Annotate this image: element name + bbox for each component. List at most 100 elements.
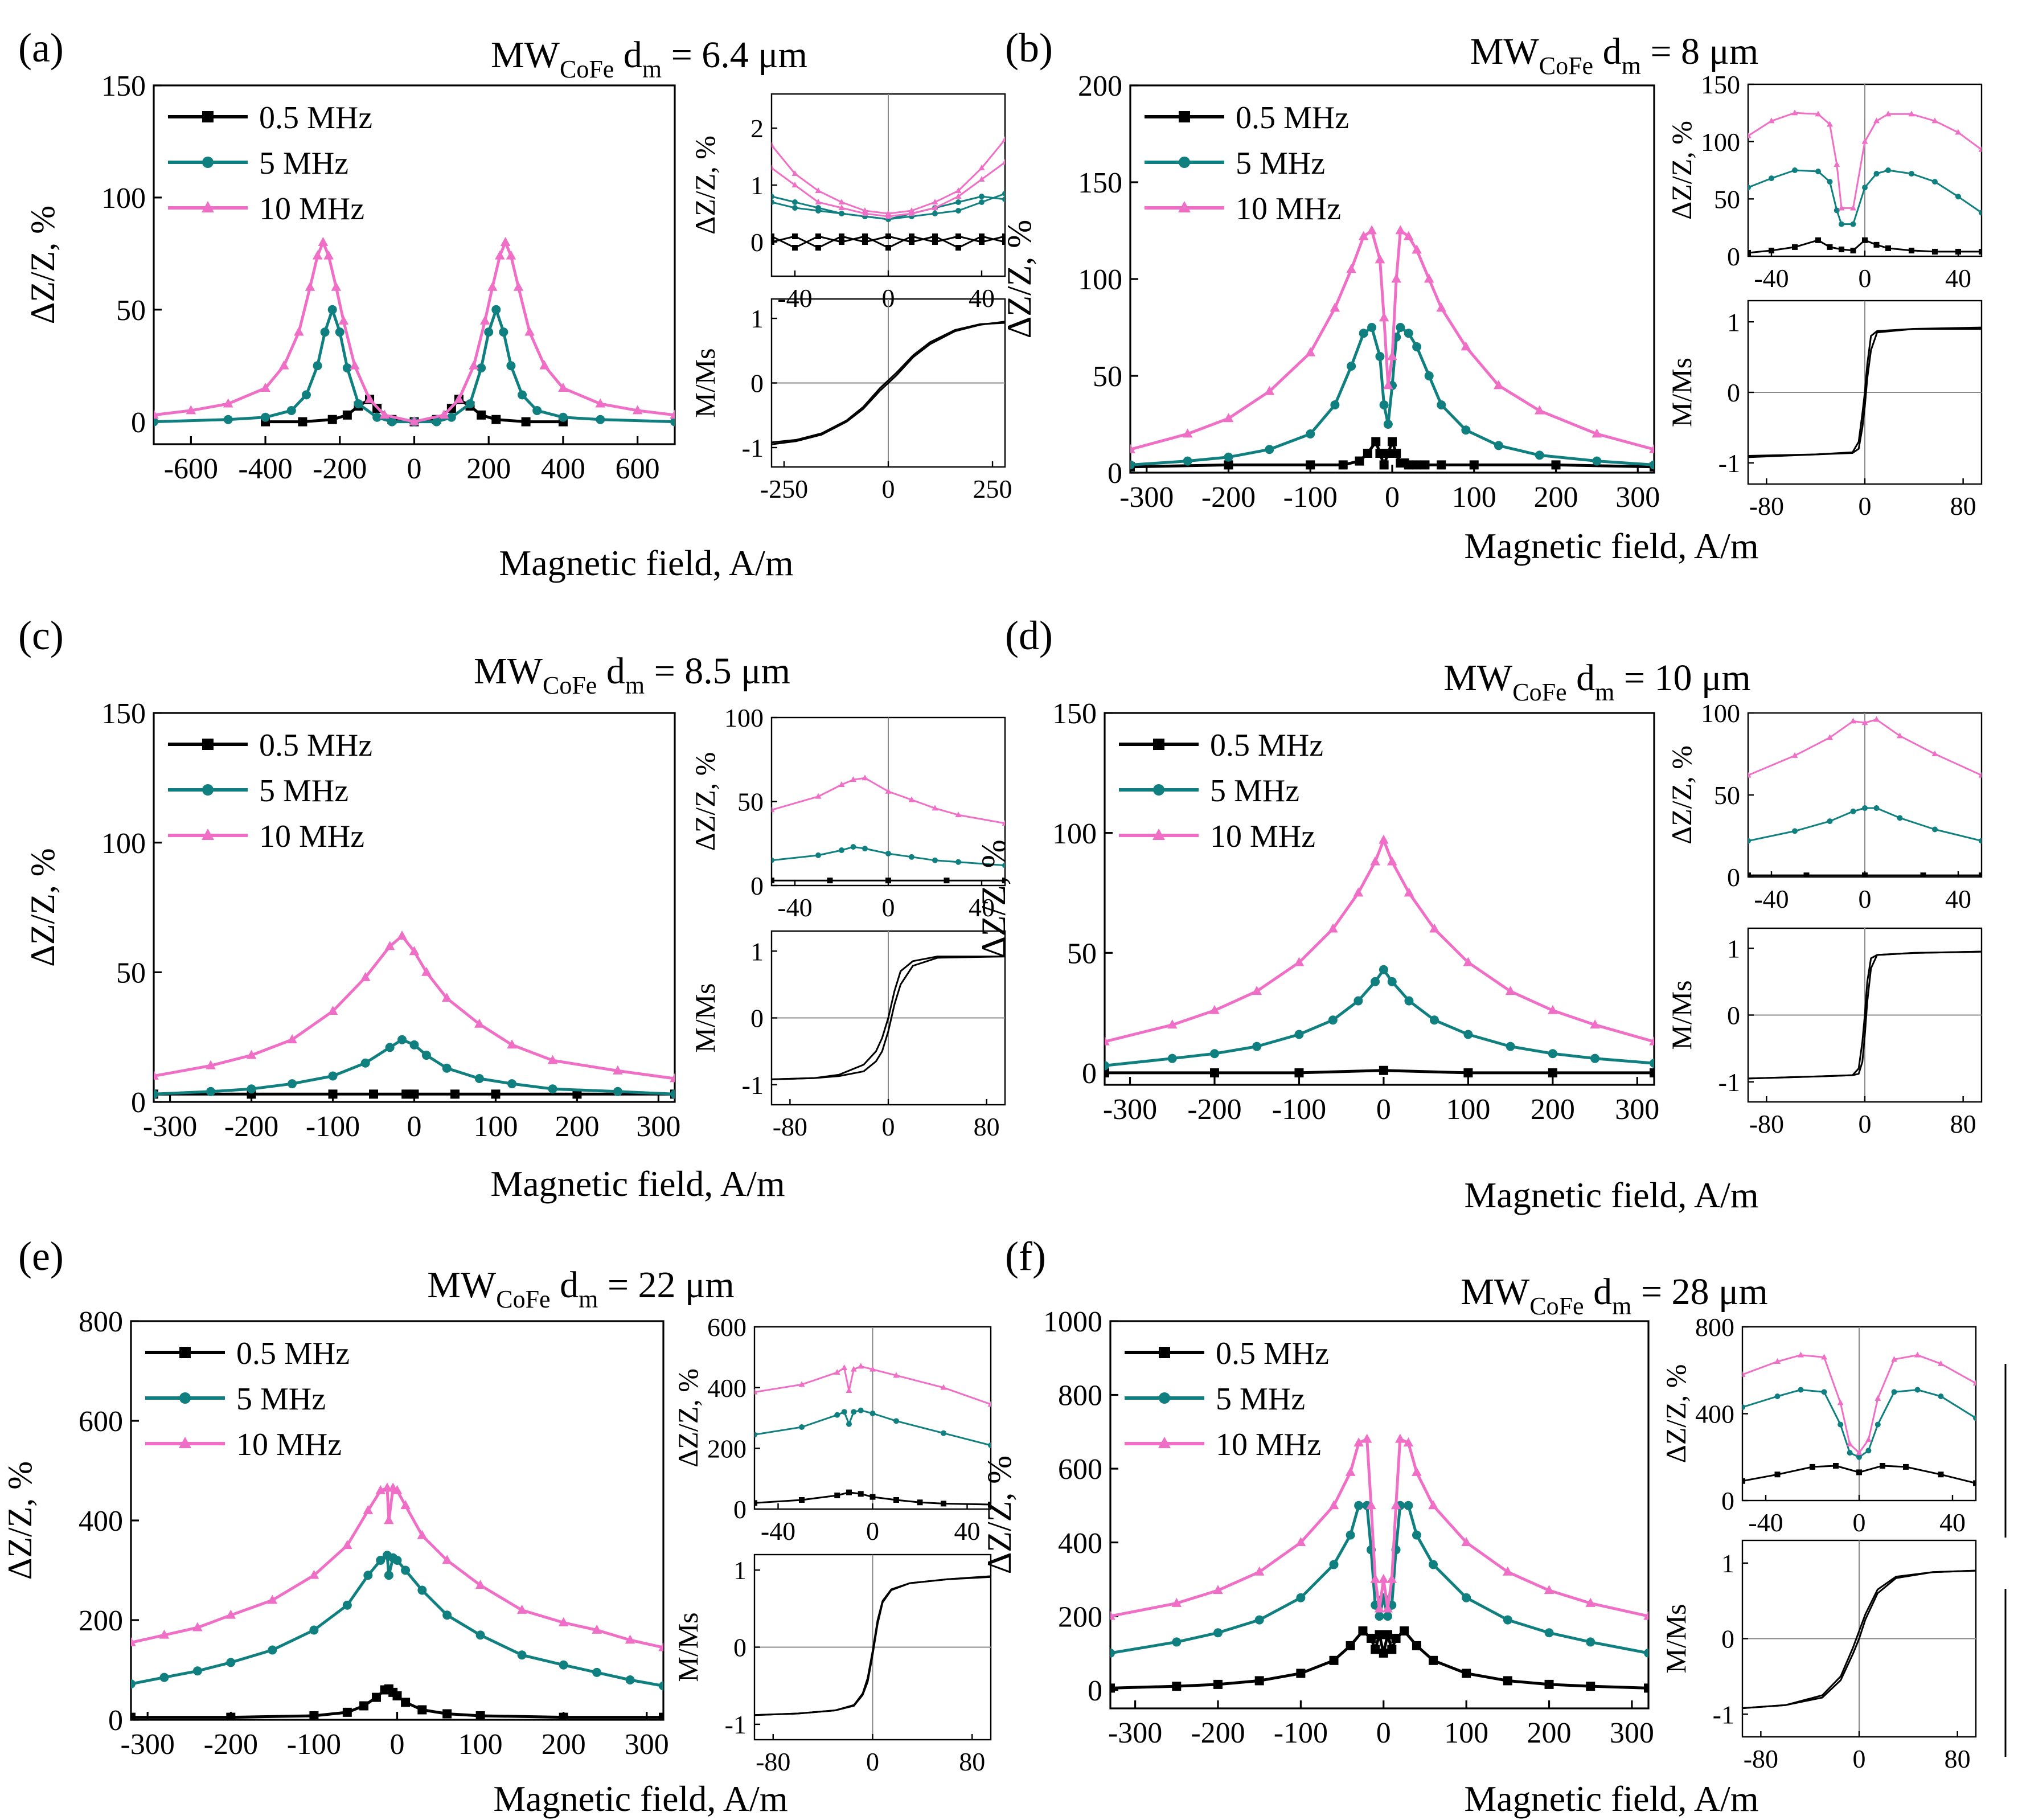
data-point [1391,1500,1401,1510]
x-tick-label: -40 [777,284,812,313]
data-point [1387,1645,1397,1654]
data-point [1002,159,1005,165]
data-point [1387,1573,1397,1583]
x-tick-label: -300 [1119,481,1174,514]
data-point [1938,1471,1944,1478]
data-point [1383,1630,1393,1639]
data-point [909,233,914,239]
main-axes: -300 -200 -100 0 100 200 300 0 50 100 150 200 ΔZ/Z, … [1000,70,1660,514]
data-point [1429,1655,1438,1665]
data-point [1355,456,1364,466]
x-tick-label: 0 [1859,264,1872,293]
data-point [1296,1593,1306,1602]
data-point [1592,456,1602,466]
x-tick-label: -100 [1283,481,1338,514]
data-point [1821,1354,1827,1360]
data-point [572,1089,582,1099]
series-group [1130,225,1654,472]
data-point [1379,1648,1388,1658]
data-point [792,233,798,239]
x-tick-label: -300 [143,1110,197,1143]
data-point [1856,1454,1862,1460]
data-point [1932,179,1938,185]
x-tick-label: -200 [1187,1093,1241,1126]
data-point [331,281,342,291]
title-segment: CoFe [1539,52,1593,80]
data-point [559,1712,568,1720]
title-segment: MW [1443,657,1513,699]
title-segment: MW [427,1264,497,1306]
y-tick-label: 2 [750,114,764,143]
y-axis-label: M/Ms [689,983,721,1052]
data-point [1833,1463,1839,1469]
data-point [850,776,856,782]
data-point [1383,380,1393,390]
data-point [1375,449,1385,458]
data-point [323,250,334,260]
data-point [154,409,159,419]
data-point [869,1411,876,1416]
data-point [1850,221,1856,227]
legend: 0.5 MHz 5 MHz 10 MHz [1125,1336,1329,1462]
data-point [846,1421,852,1427]
x-tick-label: 400 [541,453,585,485]
series-group [154,930,675,1099]
data-point [1210,1068,1219,1077]
y-tick-label: 200 [1058,1601,1102,1633]
data-point [1650,1068,1654,1077]
data-point [1774,1393,1781,1399]
data-point [309,1711,319,1720]
data-point [862,239,868,245]
data-point [1748,772,1752,778]
y-tick-label: 200 [707,1434,747,1463]
data-point [1909,171,1914,177]
data-point [1955,194,1961,200]
data-point [659,1681,663,1691]
data-point [862,210,868,216]
y-tick-label: -1 [1713,1700,1734,1729]
x-tick-label: 0 [1376,1093,1391,1126]
series-line-5-MHz [131,1553,663,1687]
data-point [1392,449,1401,458]
panel-label: (e) [18,1233,64,1279]
y-tick-label: 50 [116,957,146,990]
x-tick-label: 80 [959,1747,985,1776]
data-point [1803,872,1810,877]
data-point [432,417,441,427]
data-point [1424,371,1434,380]
data-point [1306,460,1315,470]
inset-bottom-axes: -80 0 80 -1 0 1 M/Ms [689,930,1006,1141]
panel-b: (b) MWCoFe dm = 8 μm-300 -200 -100 0 100 200 30… [1000,25,1983,566]
data-point [1353,996,1363,1006]
legend-label: 0.5 MHz [1210,728,1323,763]
data-point [442,1555,452,1564]
data-point [1748,838,1751,844]
title-segment: d [551,1264,579,1306]
y-axis-label: ΔZ/Z, % [1000,220,1038,339]
x-tick-label: -300 [1103,1093,1157,1126]
data-point [223,398,233,408]
data-point [955,199,961,205]
data-point [1548,1068,1557,1077]
data-point [1847,1450,1853,1456]
series-line-M-Ms [772,322,1005,444]
data-point [392,1556,402,1565]
data-point [1172,1682,1182,1691]
data-point [1875,1421,1881,1428]
title-segment: CoFe [560,55,614,83]
data-point [1305,347,1316,356]
data-point [1404,329,1413,338]
y-tick-label: 200 [79,1605,123,1637]
panel-c: (c)MWCoFe dm = 8.5 μm-300 -200 -100 0 100 200… [18,613,1006,1204]
data-point [1375,1612,1384,1621]
data-point [260,382,270,392]
data-point [1463,1030,1473,1039]
data-point [301,390,311,400]
data-point [1354,1501,1364,1510]
circle-marker-icon [1179,157,1190,168]
data-point [159,1673,169,1682]
data-point [225,1609,236,1619]
data-point [1792,167,1798,173]
data-point [372,412,382,422]
